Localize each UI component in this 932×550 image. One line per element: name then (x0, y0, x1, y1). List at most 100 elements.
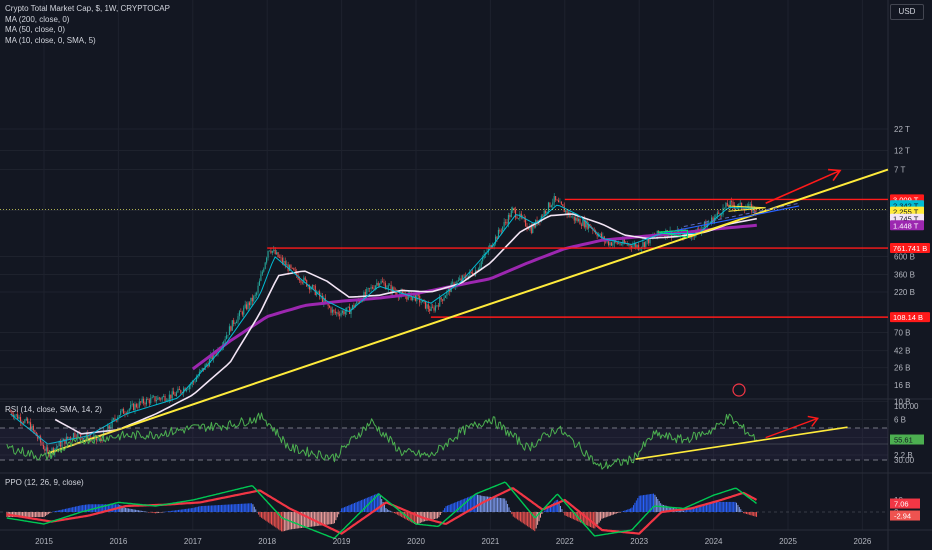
triangle-pattern[interactable] (657, 229, 689, 238)
candle-body (230, 326, 232, 331)
ppo-histogram-bar (628, 508, 630, 512)
ma10-legend[interactable]: MA (10, close, 0, SMA, 5) (5, 35, 96, 45)
candle-body (120, 410, 122, 415)
ppo-legend[interactable]: PPO (12, 26, 9, close) (5, 478, 84, 487)
ppo-histogram-bar (715, 502, 717, 512)
candle-body (391, 287, 394, 293)
ppo-histogram-bar (87, 504, 89, 512)
candle-body (387, 285, 389, 289)
chart-title[interactable]: Crypto Total Market Cap, $, 1W, CRYPTOCA… (5, 4, 170, 13)
ppo-histogram-bar (572, 512, 574, 520)
ppo-histogram-bar (439, 512, 441, 515)
candle-body (389, 284, 391, 286)
candle-body (473, 275, 475, 276)
ppo-histogram-bar (66, 508, 68, 512)
candle-body (87, 433, 89, 441)
ppo-histogram-bar (746, 512, 748, 514)
rsi-axis-tick-label: 30.00 (894, 456, 915, 465)
candle-body (118, 414, 120, 417)
ppo-histogram-bar (477, 494, 479, 512)
projection-arrow[interactable] (765, 169, 841, 204)
ppo-histogram-bar (512, 512, 514, 517)
candle-body (114, 418, 116, 420)
candle-body (549, 202, 551, 208)
ppo-histogram-bar (694, 506, 696, 512)
candle-body (284, 261, 286, 266)
candle-body (396, 292, 398, 296)
candle-body (177, 388, 179, 393)
candle-body (15, 414, 17, 416)
candle-body (157, 397, 159, 401)
rsi-legend[interactable]: RSI (14, close, SMA, 14, 2) (5, 405, 102, 414)
channel-line[interactable] (683, 202, 800, 227)
rsi-arrow[interactable] (765, 417, 819, 439)
rsi-trendline[interactable] (635, 426, 848, 460)
ma50-legend[interactable]: MA (50, close, 0) (5, 25, 66, 34)
ppo-histogram-bar (723, 501, 725, 512)
ppo-histogram-bar (149, 512, 151, 513)
ppo-histogram-bar (611, 512, 613, 516)
ppo-histogram-bar (374, 494, 376, 512)
ppo-histogram-bar (684, 510, 686, 512)
ppo-histogram-bar (82, 505, 84, 512)
ppo-histogram-bar (170, 510, 172, 512)
ma10-line[interactable] (10, 204, 757, 445)
ppo-histogram-bar (459, 500, 461, 512)
ppo-histogram-bar (143, 511, 145, 512)
ppo-histogram-bar (236, 504, 238, 512)
ppo-histogram-bar (259, 512, 261, 517)
ppo-histogram-bar (177, 509, 179, 512)
ppo-histogram-bar (190, 508, 192, 512)
candle-body (606, 241, 608, 243)
candle-body (733, 205, 736, 209)
ppo-histogram-bar (670, 507, 672, 512)
wedge-pattern[interactable] (728, 205, 766, 212)
rsi-line[interactable] (6, 412, 758, 470)
candle-body (251, 297, 253, 302)
candle-body (82, 437, 85, 440)
candle-body (557, 200, 560, 203)
ppo-histogram-bar (737, 504, 739, 512)
ppo-histogram-bar (621, 511, 623, 512)
candle-body (138, 401, 140, 408)
candle-body (165, 400, 168, 402)
candle-body (623, 239, 625, 244)
ppo-histogram-bar (538, 512, 540, 522)
candle-body (499, 229, 501, 232)
ppo-histogram-bar (210, 505, 212, 512)
ppo-histogram-bar (268, 512, 270, 523)
ppo-histogram-bar (64, 508, 66, 512)
candle-body (565, 210, 567, 213)
ppo-line[interactable] (6, 481, 757, 539)
ma200-legend[interactable]: MA (200, close, 0) (5, 14, 70, 24)
ma50-line[interactable] (54, 213, 757, 435)
ppo-histogram-bar (578, 512, 580, 522)
ppo-histogram-bar (250, 503, 252, 512)
ma200-line[interactable] (191, 223, 757, 371)
candle-body (347, 306, 349, 308)
ppo-histogram-bar (283, 512, 285, 532)
candle-body (213, 351, 215, 360)
ppo-histogram-bar (313, 512, 315, 527)
candle-body (44, 448, 46, 451)
ppo-histogram-bar (345, 506, 347, 512)
candle-body (27, 418, 29, 424)
ppo-histogram-bar (650, 494, 652, 512)
candle-body (271, 250, 273, 253)
candle-body (515, 209, 517, 218)
ppo-signal-line[interactable] (6, 487, 758, 535)
candle-body (643, 242, 645, 247)
trendline[interactable] (47, 168, 889, 455)
ppo-histogram-bar (499, 498, 501, 512)
ppo-histogram-bar (303, 512, 305, 528)
candle-body (636, 245, 638, 248)
ppo-histogram-bar (125, 507, 127, 512)
ppo-histogram-bar (238, 503, 240, 512)
candle-body (100, 438, 102, 440)
candle-body (517, 218, 519, 220)
channel-line[interactable] (661, 205, 800, 235)
ppo-histogram-bar (67, 508, 69, 512)
currency-button[interactable]: USD (890, 4, 924, 20)
ppo-histogram-bar (548, 506, 550, 512)
